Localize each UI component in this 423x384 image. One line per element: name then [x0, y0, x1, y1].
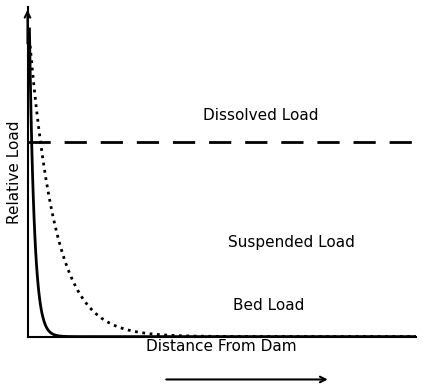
Text: Suspended Load: Suspended Load [228, 235, 355, 250]
Text: Dissolved Load: Dissolved Load [203, 108, 319, 123]
Y-axis label: Relative Load: Relative Load [7, 120, 22, 223]
Text: Bed Load: Bed Load [233, 298, 304, 313]
X-axis label: Distance From Dam: Distance From Dam [146, 339, 297, 354]
